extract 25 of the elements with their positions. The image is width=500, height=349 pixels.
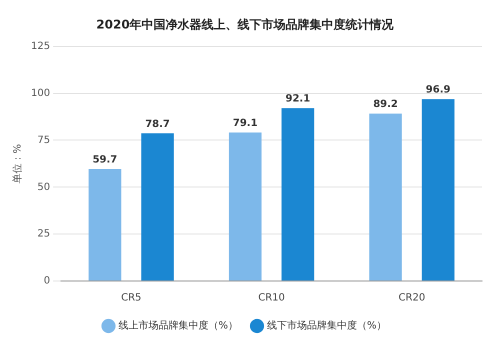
data-label: 96.9 <box>426 84 451 96</box>
data-label: 79.1 <box>232 118 258 130</box>
bar <box>369 114 402 280</box>
data-label: 59.7 <box>92 154 118 166</box>
y-tick-label: 125 <box>30 40 50 52</box>
data-label: 89.2 <box>373 99 398 110</box>
y-tick-label: 75 <box>37 134 50 146</box>
y-tick-label: 50 <box>37 182 50 193</box>
bar <box>88 168 122 280</box>
legend-label: 线下市场品牌集中度（%） <box>267 320 387 332</box>
y-tick-label: 100 <box>30 88 50 99</box>
data-label: 78.7 <box>145 118 170 130</box>
chart-title: 2020年中国净水器线上、线下市场品牌集中度统计情况 <box>96 17 395 32</box>
y-tick-label: 25 <box>37 228 50 240</box>
y-tick-label: 0 <box>44 276 50 287</box>
x-tick-label: CR5 <box>121 292 142 304</box>
x-tick-label: CR10 <box>258 292 285 304</box>
bar <box>282 108 314 280</box>
legend-label: 线上市场品牌集中度（%） <box>118 320 238 332</box>
bar <box>228 132 262 280</box>
data-label: 92.1 <box>286 94 310 105</box>
y-axis-title: 单位：% <box>12 144 24 184</box>
bar <box>141 133 174 280</box>
x-tick-label: CR20 <box>398 292 426 304</box>
bar <box>422 99 454 280</box>
